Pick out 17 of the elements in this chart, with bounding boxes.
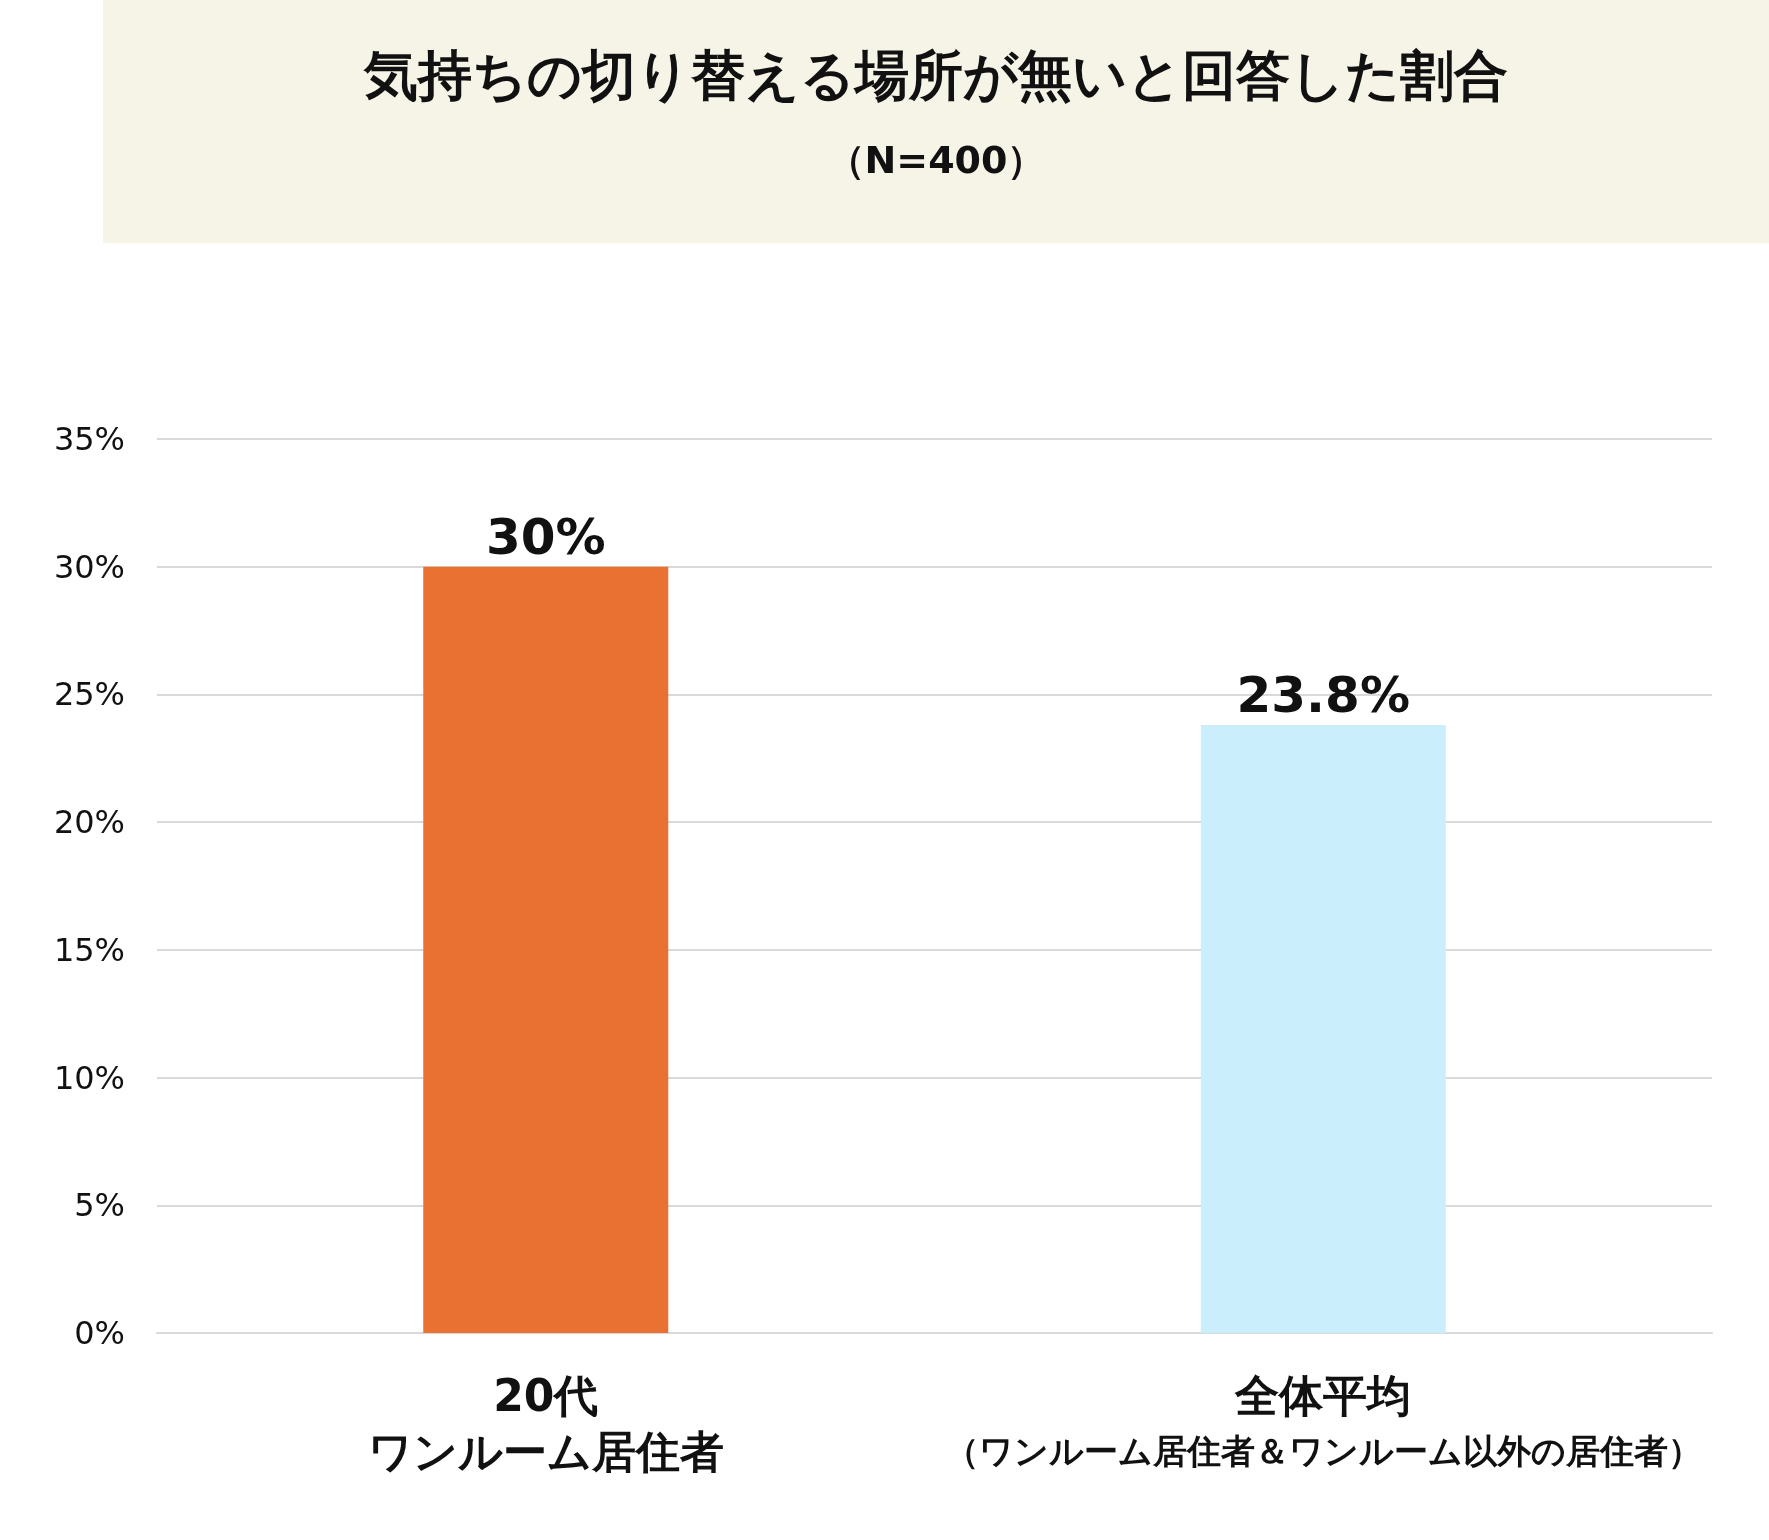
x-tick-label: 20代: [493, 1369, 599, 1421]
y-tick-label: 15%: [53, 930, 125, 969]
y-tick-label: 20%: [53, 803, 125, 842]
y-tick-label: 25%: [53, 675, 125, 714]
data-label: 23.8%: [1236, 666, 1410, 725]
y-tick-label: 0%: [74, 1314, 125, 1352]
chart-subtitle: （N=400）: [825, 137, 1047, 184]
y-tick-label: 10%: [53, 1058, 125, 1097]
y-tick-label: 5%: [74, 1186, 125, 1225]
chart-title: 気持ちの切り替える場所が無いと回答した割合: [362, 43, 1509, 109]
data-label: 30%: [485, 507, 606, 566]
y-tick-label: 30%: [53, 547, 125, 586]
x-tick-label: 全体平均: [1234, 1369, 1412, 1421]
title-panel: 気持ちの切り替える場所が無いと回答した割合 （N=400）: [103, 0, 1769, 243]
text: ワンルーム居住者: [367, 1425, 724, 1477]
text: （ワンルーム居住者＆ワンルーム以外の居住者）: [944, 1431, 1702, 1471]
y-tick-label: 35%: [53, 420, 125, 458]
